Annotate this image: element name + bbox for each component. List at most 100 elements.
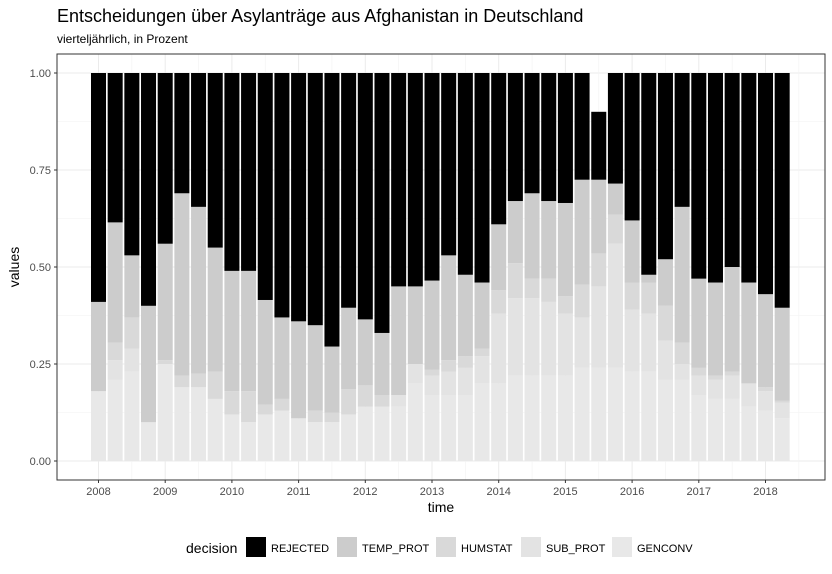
bar-segment-sub-prot xyxy=(524,298,540,376)
bar-segment-genconv xyxy=(524,375,540,461)
legend-key-temp-prot xyxy=(337,537,357,557)
x-tick-label: 2018 xyxy=(753,486,777,498)
bar-segment-humstat xyxy=(174,375,190,388)
x-tick-label: 2008 xyxy=(86,486,110,498)
bar-segment-temp-prot xyxy=(758,294,774,388)
bar-segment-rejected xyxy=(591,111,607,180)
bar-segment-sub-prot xyxy=(724,375,740,399)
chart-subtitle: vierteljährlich, in Prozent xyxy=(57,32,188,46)
bar-segment-rejected xyxy=(191,73,207,207)
bar-segment-temp-prot xyxy=(641,274,657,283)
bar-segment-genconv xyxy=(674,379,690,461)
bar-segment-humstat xyxy=(357,385,373,407)
bar-segment-sub-prot xyxy=(491,313,507,384)
bar-segment-genconv xyxy=(657,379,673,461)
bar-segment-temp-prot xyxy=(191,206,207,374)
x-tick-label: 2016 xyxy=(620,486,644,498)
bar-segment-rejected xyxy=(107,73,123,223)
bar-segment-humstat xyxy=(441,360,457,372)
bar-segment-genconv xyxy=(224,414,240,461)
bar-segment-genconv xyxy=(307,422,323,461)
bar-segment-temp-prot xyxy=(507,201,523,264)
bar-segment-rejected xyxy=(491,73,507,225)
bar-segment-temp-prot xyxy=(441,255,457,361)
bar-segment-temp-prot xyxy=(691,278,707,368)
bar-segment-sub-prot xyxy=(391,395,407,407)
bar-segment-genconv xyxy=(291,418,307,461)
chart-title: Entscheidungen über Asylanträge aus Afgh… xyxy=(57,6,583,26)
bar-segment-sub-prot xyxy=(574,317,590,368)
bar-segment-humstat xyxy=(674,342,690,364)
bar-segment-rejected xyxy=(524,73,540,194)
bar-segment-genconv xyxy=(574,367,590,461)
bar-segment-rejected xyxy=(758,73,774,295)
bar-segment-genconv xyxy=(407,383,423,461)
bar-segment-genconv xyxy=(557,375,573,461)
bar-segment-humstat xyxy=(607,214,623,244)
bar-segment-rejected xyxy=(274,73,290,318)
bar-segment-temp-prot xyxy=(674,206,690,343)
bar-segment-temp-prot xyxy=(541,201,557,279)
bar-segment-sub-prot xyxy=(407,364,423,384)
bar-segment-temp-prot xyxy=(391,286,407,396)
y-tick-label: 1.00 xyxy=(30,68,51,80)
y-tick-label: 0.00 xyxy=(30,456,51,468)
bar-segment-temp-prot xyxy=(324,346,340,413)
bar-segment-temp-prot xyxy=(424,280,440,370)
bar-segment-temp-prot xyxy=(207,247,223,372)
bar-segment-temp-prot xyxy=(157,243,173,361)
bar-segment-genconv xyxy=(191,387,207,461)
bar-segment-sub-prot xyxy=(657,340,673,380)
bar-segment-temp-prot xyxy=(741,282,757,384)
bar-segment-rejected xyxy=(407,73,423,287)
bar-segment-humstat xyxy=(224,391,240,415)
bar-segment-sub-prot xyxy=(107,360,123,380)
legend-key-genconv xyxy=(612,537,632,557)
bar-segment-humstat xyxy=(724,371,740,376)
bar-segment-humstat xyxy=(491,290,507,314)
x-tick-label: 2017 xyxy=(687,486,711,498)
bar-segment-rejected xyxy=(541,73,557,202)
bar-segment-temp-prot xyxy=(141,305,157,423)
legend-label-humstat: HUMSTAT xyxy=(461,543,513,555)
bar-segment-sub-prot xyxy=(474,356,490,384)
bar-segment-genconv xyxy=(207,398,223,461)
bar-segment-temp-prot xyxy=(124,255,140,318)
bar-segment-humstat xyxy=(691,367,707,376)
bar-segment-genconv xyxy=(274,410,290,461)
bar-segment-genconv xyxy=(607,367,623,461)
x-axis: 2008 2009 2010 2011 2012 2013 2014 2015 2016 2017… xyxy=(86,480,778,498)
bar-segment-genconv xyxy=(774,418,790,461)
bar-segment-genconv xyxy=(724,398,740,461)
legend-items: REJECTED TEMP_PROT HUMSTAT SUB_PROT GENCONV xyxy=(246,537,693,557)
bar-segment-rejected xyxy=(341,73,357,308)
bar-segment-temp-prot xyxy=(707,282,723,376)
bar-segment-genconv xyxy=(241,422,257,461)
bar-segment-rejected xyxy=(241,73,257,271)
bar-segment-temp-prot xyxy=(407,286,423,364)
bar-segment-temp-prot xyxy=(357,319,373,386)
bar-segment-sub-prot xyxy=(424,375,440,396)
bar-segment-humstat xyxy=(191,373,207,388)
bar-segment-sub-prot xyxy=(624,309,640,372)
bar-segment-sub-prot xyxy=(557,313,573,376)
bar-segment-genconv xyxy=(474,383,490,461)
x-tick-label: 2014 xyxy=(486,486,510,498)
bar-segment-sub-prot xyxy=(507,298,523,376)
bar-segment-temp-prot xyxy=(624,220,640,283)
bar-segment-humstat xyxy=(774,400,790,403)
bar-segment-temp-prot xyxy=(174,193,190,376)
bar-segment-rejected xyxy=(441,73,457,256)
bar-segment-rejected xyxy=(357,73,373,320)
legend: decision REJECTED TEMP_PROT HUMSTAT SUB_PRO… xyxy=(186,537,693,557)
bar-segment-sub-prot xyxy=(774,402,790,419)
bar-segment-humstat xyxy=(341,389,357,415)
bar-segment-temp-prot xyxy=(607,183,623,215)
bar-segment-humstat xyxy=(507,263,523,299)
bar-segment-temp-prot xyxy=(591,179,607,254)
x-tick-label: 2012 xyxy=(353,486,377,498)
bar-segment-rejected xyxy=(207,73,223,248)
bar-segment-rejected xyxy=(391,73,407,287)
bar-segment-rejected xyxy=(641,73,657,275)
x-axis-title: time xyxy=(428,499,455,515)
